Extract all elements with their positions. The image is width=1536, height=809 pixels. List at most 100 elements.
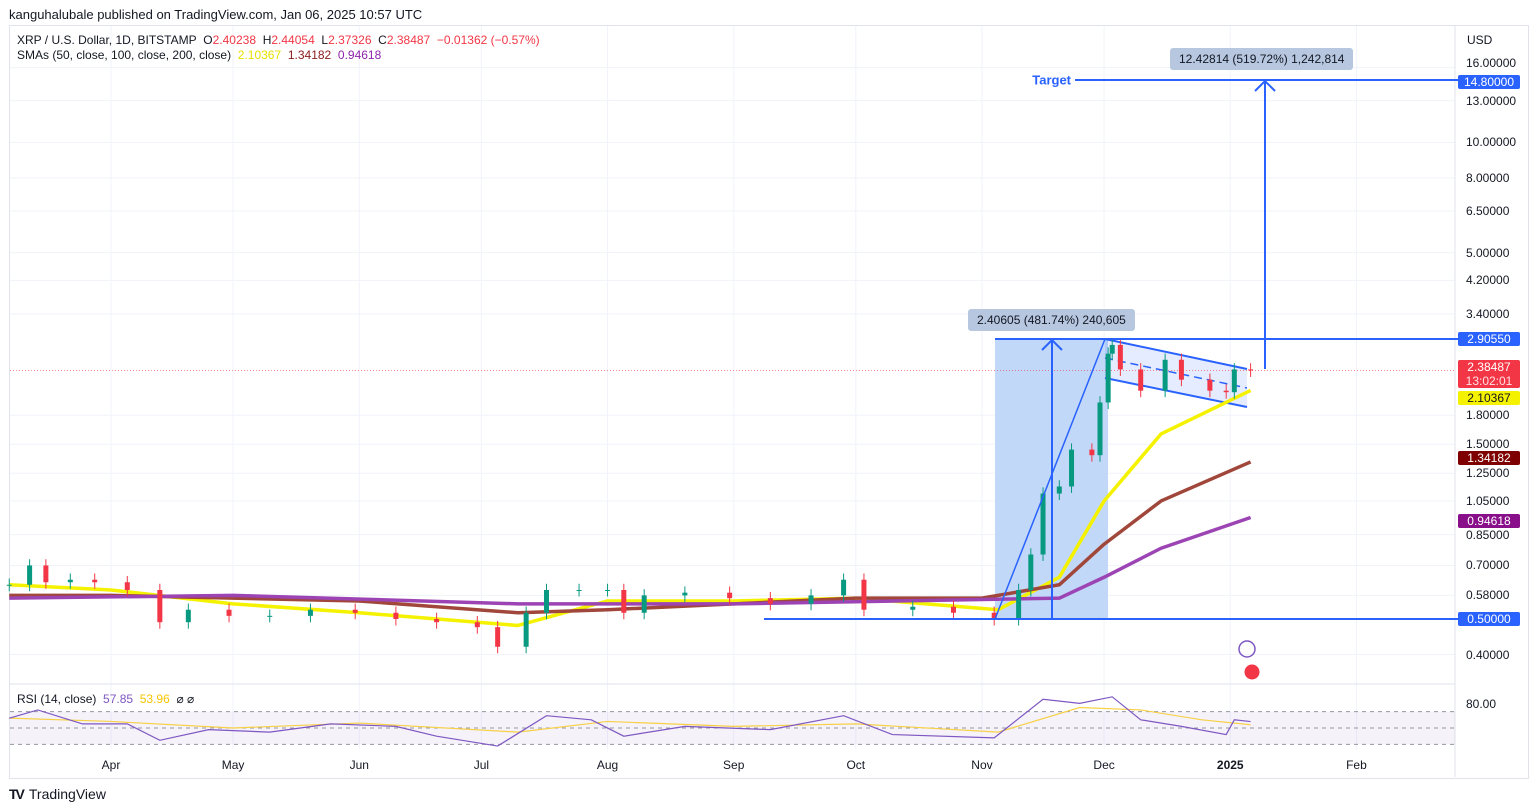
y-axis-tick: 0.58000 (1466, 588, 1510, 603)
candle (1109, 344, 1115, 354)
channel-upper-line (1104, 338, 1248, 370)
candle (495, 627, 501, 647)
candle (1248, 369, 1254, 371)
candle (991, 612, 997, 619)
candle (92, 579, 98, 583)
trend-line (994, 338, 1106, 620)
sma-line (9, 515, 1252, 606)
x-axis-tick: May (221, 758, 245, 772)
candle (1028, 554, 1034, 590)
candle (861, 579, 867, 610)
candle (1056, 486, 1062, 494)
open-label: O (203, 33, 213, 47)
candle (1069, 449, 1075, 487)
rsi-line (9, 696, 1251, 747)
low-label: L (321, 33, 329, 47)
candle (523, 612, 529, 647)
measure-label-1: 2.40605 (481.74%) 240,605 (968, 309, 1135, 331)
candle (950, 606, 956, 613)
x-axis-tick: Dec (1093, 758, 1115, 772)
rsi-axis-tick: 80.00 (1466, 697, 1497, 711)
low-value: 2.37326 (328, 33, 372, 47)
target-label: Target (1032, 72, 1071, 88)
candle (43, 565, 49, 583)
candle (621, 589, 627, 613)
candle (434, 619, 440, 623)
candle (6, 584, 12, 586)
sma200-value: 0.94618 (337, 48, 382, 62)
candle (67, 579, 73, 583)
y-axis-tick: 10.00000 (1466, 135, 1517, 150)
candle (27, 565, 33, 585)
candle (1162, 359, 1168, 391)
arrow-head-icon (1254, 79, 1276, 92)
candle (576, 589, 582, 591)
high-label: H (262, 33, 272, 47)
arrow-head-icon (1041, 338, 1063, 351)
currency-label[interactable]: USD (1467, 33, 1493, 47)
brand-name: TradingView (28, 786, 106, 802)
rsi-label[interactable]: RSI (14, close) (17, 692, 97, 706)
x-axis-tick: 2025 (1216, 758, 1244, 772)
price-badge: 2.10367 (1458, 391, 1520, 406)
event-icon (1238, 640, 1256, 658)
chart-frame (9, 25, 1529, 779)
candle (1178, 359, 1184, 380)
channel-mid-line (1104, 357, 1248, 389)
candle (641, 595, 647, 613)
sma-legend: SMAs (50, close, 100, close, 200, close)… (17, 48, 381, 62)
x-axis-tick: Feb (1346, 758, 1367, 772)
y-axis-tick: 0.70000 (1466, 558, 1510, 573)
y-axis-tick: 1.80000 (1466, 408, 1510, 423)
candle (307, 609, 313, 616)
hidden-values-icon: ⌀ ⌀ (176, 692, 195, 706)
candle (1089, 449, 1095, 456)
symbol-legend: XRP / U.S. Dollar, 1D, BITSTAMP O2.40238… (17, 33, 540, 47)
price-badge: 14.80000 (1458, 75, 1520, 89)
rsi-value: 57.85 (103, 692, 134, 706)
price-badge: 2.38487 13:02:01 (1458, 360, 1520, 389)
x-axis-tick: Aug (596, 758, 619, 772)
y-axis-tick: 4.20000 (1466, 273, 1510, 288)
candle (124, 582, 130, 590)
economic-event-icon (1243, 663, 1261, 681)
candle (682, 592, 688, 596)
x-axis-tick: Oct (846, 758, 866, 772)
close-value: 2.38487 (386, 33, 431, 47)
candle (767, 598, 773, 604)
y-axis-tick: 3.40000 (1466, 307, 1510, 322)
candle (808, 595, 814, 604)
candle (910, 606, 916, 610)
candle (841, 579, 847, 596)
candle (1016, 589, 1022, 619)
y-axis-tick: 1.05000 (1466, 493, 1510, 508)
candle (1040, 493, 1046, 555)
x-axis-tick: Jun (349, 758, 369, 772)
sma-label[interactable]: SMAs (50, close, 100, close, 200, close) (17, 48, 232, 62)
candle (1207, 379, 1213, 391)
y-axis-tick: 1.50000 (1466, 437, 1510, 452)
candle (1138, 369, 1144, 391)
sma50-value: 2.10367 (237, 48, 282, 62)
rsi-ma-value: 53.96 (139, 692, 170, 706)
sma100-value: 1.34182 (287, 48, 332, 62)
y-axis-tick: 13.00000 (1466, 93, 1517, 108)
symbol-name[interactable]: XRP / U.S. Dollar, 1D, BITSTAMP (17, 33, 197, 47)
y-axis-tick: 16.00000 (1466, 55, 1517, 70)
rsi-legend: RSI (14, close) 57.85 53.96 ⌀ ⌀ (17, 692, 194, 706)
close-label: C (378, 33, 387, 47)
candle (605, 589, 611, 591)
y-axis-tick: 5.00000 (1466, 245, 1510, 260)
rsi-ma-line (9, 706, 1251, 733)
price-badge: 0.50000 (1458, 612, 1520, 626)
y-axis-tick: 1.25000 (1466, 466, 1510, 481)
y-axis-tick: 8.00000 (1466, 170, 1510, 185)
candle (393, 612, 399, 619)
publisher-line: kanguhalubale published on TradingView.c… (9, 7, 423, 22)
price-badge: 0.94618 (1458, 513, 1520, 528)
candle (157, 589, 163, 623)
x-axis-tick: Nov (971, 758, 993, 772)
candle (1105, 353, 1111, 403)
sma-line (9, 388, 1252, 628)
